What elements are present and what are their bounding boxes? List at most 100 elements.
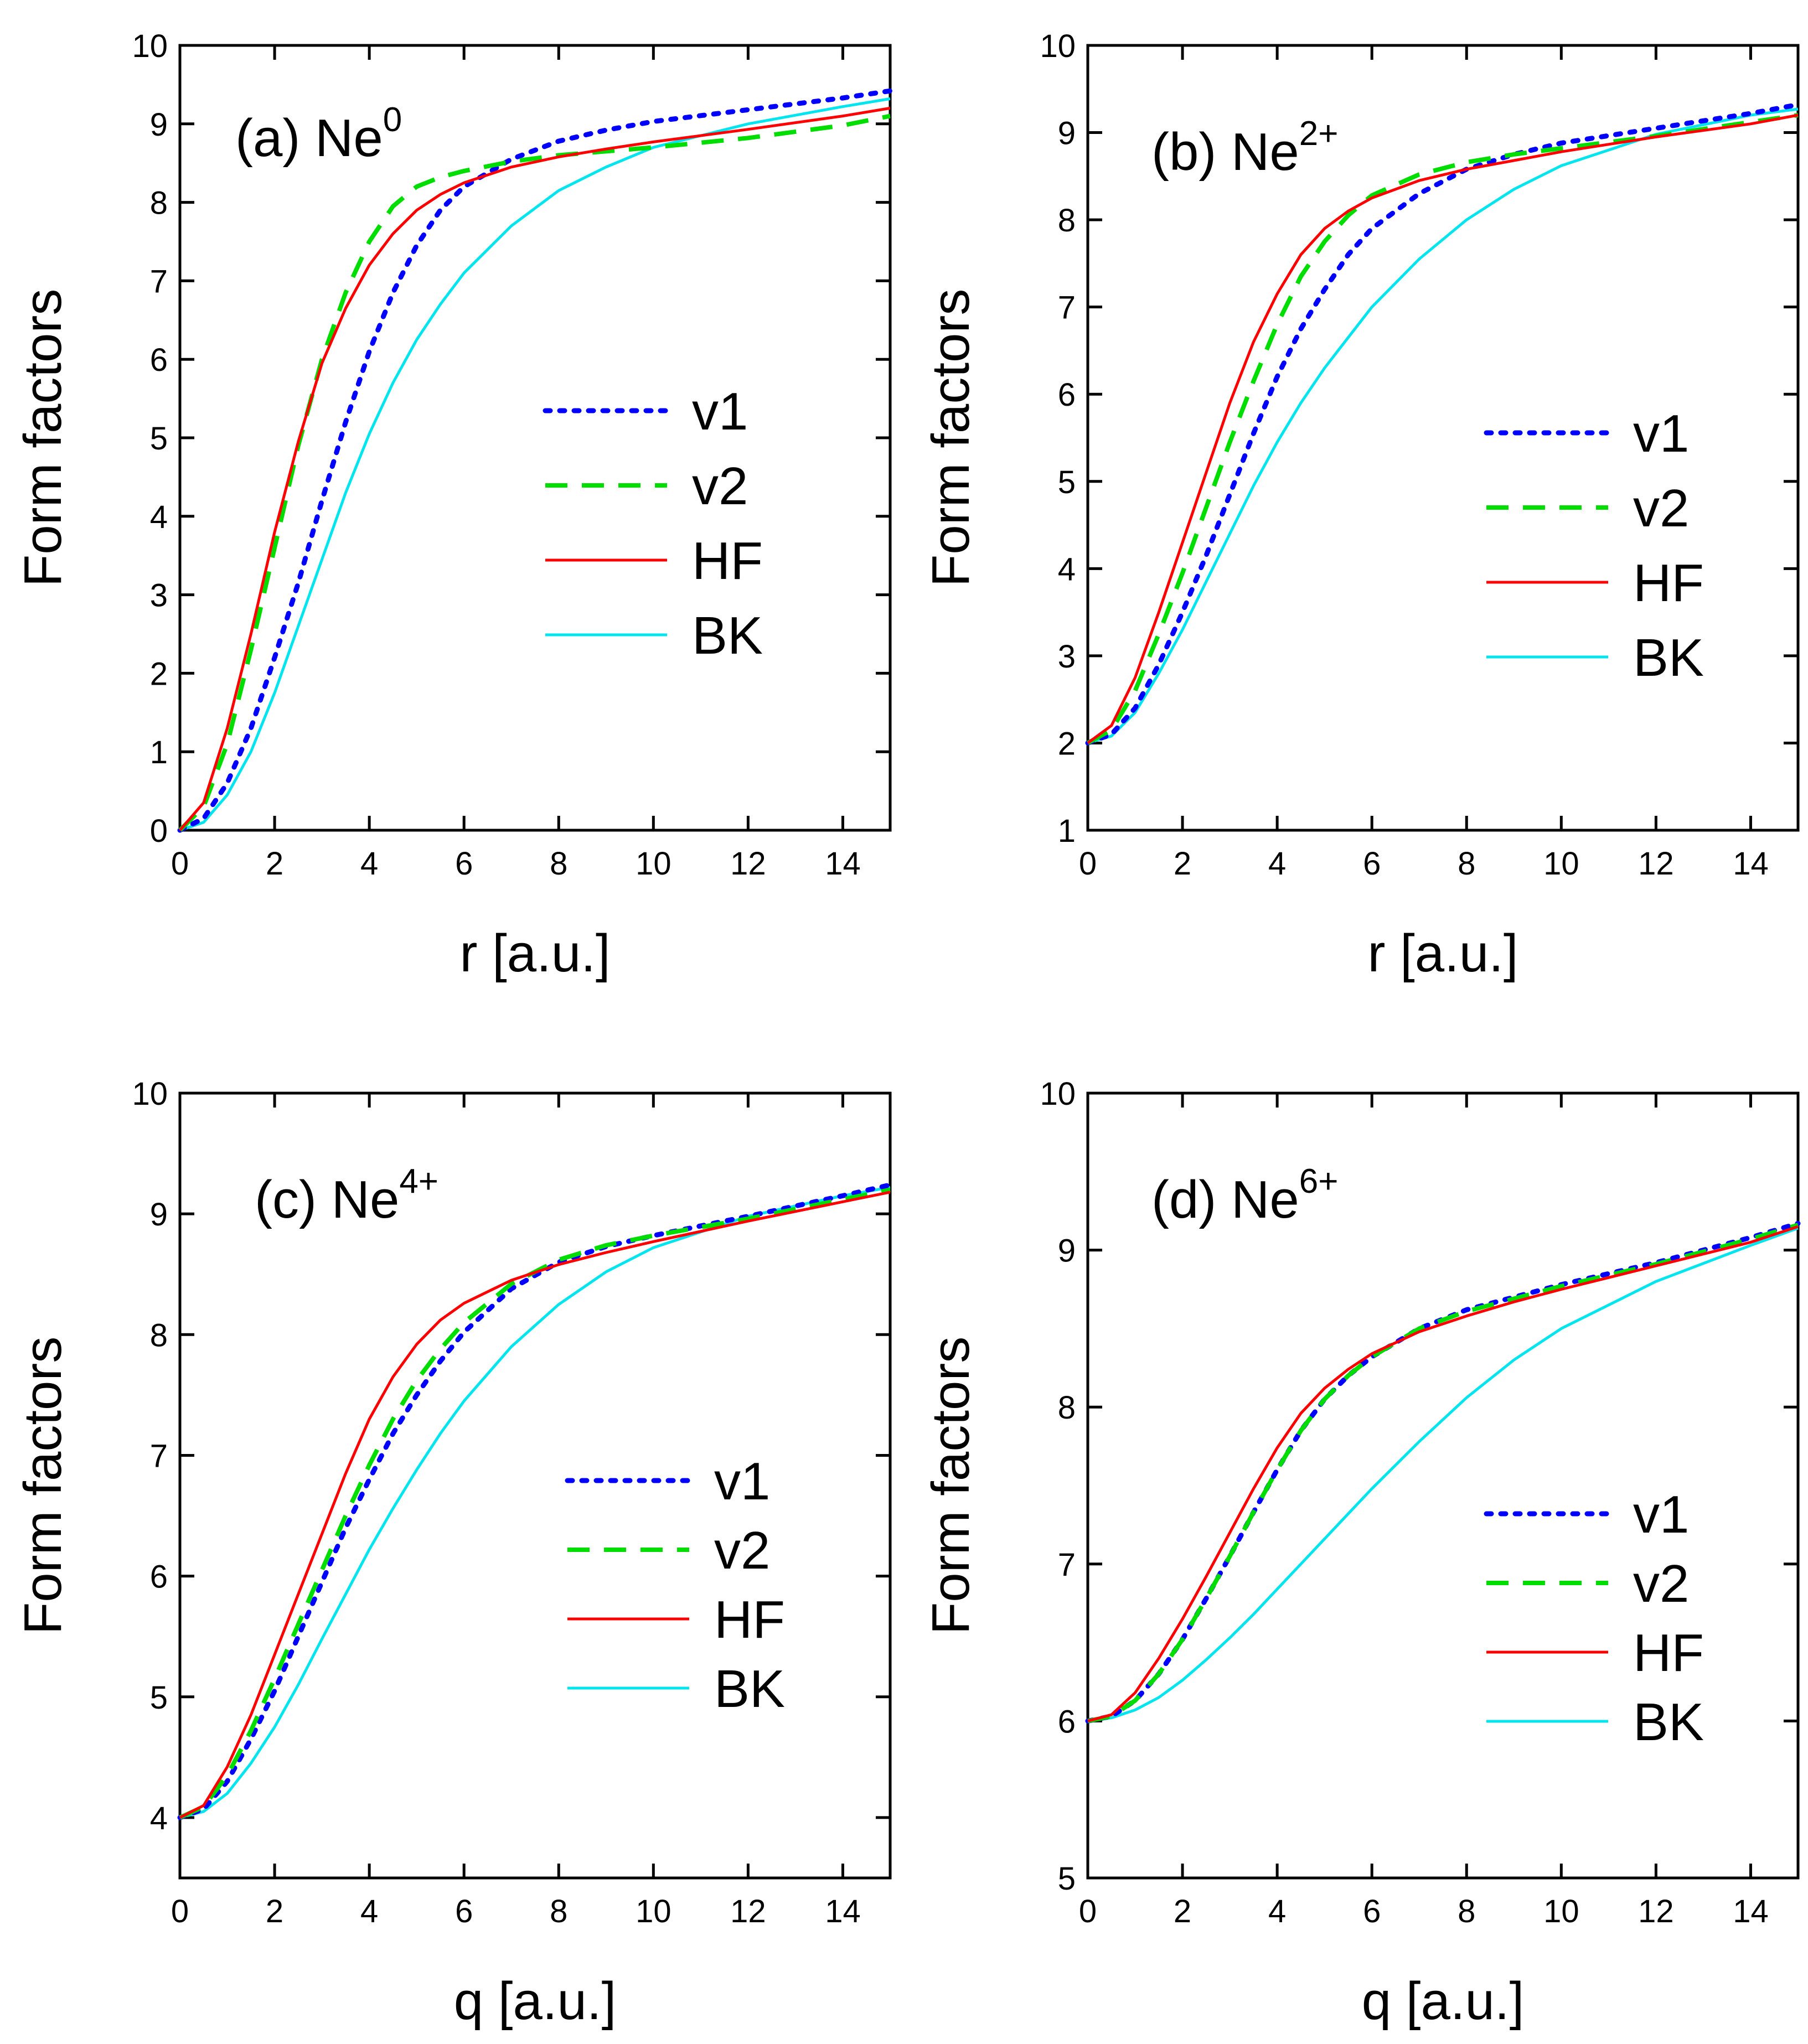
x-tick-label: 6 — [1363, 1893, 1381, 1929]
y-tick-label: 6 — [1058, 1704, 1076, 1740]
legend-label-hf: HF — [714, 1590, 785, 1649]
x-tick-label: 2 — [266, 846, 283, 882]
x-axis-label: q [a.u.] — [454, 1971, 617, 2031]
y-tick-label: 2 — [150, 656, 168, 692]
y-tick-label: 7 — [1058, 1547, 1076, 1583]
series-line-hf — [1087, 1225, 1799, 1722]
legend-label-hf: HF — [1633, 1623, 1704, 1683]
y-tick-label: 9 — [1058, 1233, 1076, 1269]
x-tick-label: 10 — [636, 1893, 671, 1929]
x-tick-label: 8 — [1458, 1893, 1475, 1929]
y-tick-label: 3 — [150, 578, 168, 614]
x-tick-label: 0 — [1079, 846, 1097, 882]
series-line-v1 — [1085, 102, 1801, 746]
y-tick-label: 10 — [132, 28, 168, 64]
y-tick-label: 7 — [150, 1438, 168, 1474]
x-tick-label: 10 — [1543, 846, 1579, 882]
ticks: 0 2 4 6 8 10 12 14 4 5 6 7 8 9 10 — [132, 1076, 890, 1929]
legend-label-bk: BK — [714, 1659, 785, 1719]
y-tick-label: 0 — [150, 813, 168, 849]
plot-frame — [178, 1091, 892, 1880]
legend-label-v2: v2 — [1633, 1554, 1689, 1613]
legend: v1 v2 HF BK — [1484, 404, 1704, 687]
legend: v1 v2 HF BK — [565, 1452, 785, 1719]
y-tick-label: 6 — [150, 342, 168, 378]
series-line-bk — [1087, 107, 1799, 744]
curves — [1085, 1220, 1801, 1724]
y-tick-label: 7 — [1058, 290, 1076, 326]
x-tick-label: 4 — [1268, 846, 1286, 882]
y-tick-label: 4 — [1058, 551, 1076, 587]
legend-label-v2: v2 — [692, 457, 748, 516]
x-tick-label: 6 — [1363, 846, 1381, 882]
y-tick-label: 10 — [132, 1076, 168, 1112]
series-line-v1 — [177, 88, 893, 833]
x-tick-label: 0 — [1079, 1893, 1097, 1929]
x-tick-label: 2 — [266, 1893, 283, 1929]
x-tick-label: 4 — [360, 1893, 378, 1929]
curves — [177, 1182, 893, 1820]
y-tick-label: 4 — [150, 1800, 168, 1836]
y-axis-label: Form factors — [921, 1337, 980, 1635]
panel-label: (b) Ne2+ — [1151, 115, 1338, 182]
series-line-hf — [1087, 113, 1799, 744]
series-line-v2 — [1087, 1223, 1799, 1724]
panel-label: (c) Ne4+ — [255, 1162, 438, 1229]
panel-d: 0 2 4 6 8 10 12 14 5 6 7 8 9 10 (d) Ne6+ q [a.u.] For… — [921, 1076, 1801, 2031]
x-tick-label: 10 — [1543, 1893, 1579, 1929]
y-tick-label: 9 — [1058, 116, 1076, 152]
series-line-v2 — [1087, 113, 1799, 745]
panel-label: (d) Ne6+ — [1151, 1162, 1338, 1229]
x-tick-label: 8 — [550, 1893, 567, 1929]
y-tick-label: 10 — [1040, 1076, 1076, 1112]
y-tick-label: 7 — [150, 263, 168, 299]
curves — [177, 88, 893, 833]
y-tick-label: 8 — [1058, 203, 1076, 239]
y-tick-label: 5 — [150, 1680, 168, 1716]
legend-label-bk: BK — [1633, 1693, 1704, 1752]
y-axis-label: Form factors — [13, 1337, 73, 1635]
x-axis-label: q [a.u.] — [1362, 1971, 1525, 2031]
x-tick-label: 4 — [360, 846, 378, 882]
legend-label-v1: v1 — [1633, 404, 1689, 463]
x-tick-label: 8 — [550, 846, 567, 882]
x-tick-label: 0 — [171, 1893, 189, 1929]
x-axis-label: r [a.u.] — [459, 924, 610, 983]
x-tick-label: 6 — [455, 1893, 473, 1929]
legend-label-v1: v1 — [1633, 1485, 1689, 1544]
y-tick-label: 8 — [150, 1317, 168, 1353]
series-line-hf — [179, 1191, 891, 1819]
plot-frame — [1086, 44, 1800, 832]
y-tick-label: 4 — [150, 499, 168, 535]
x-axis-label: r [a.u.] — [1367, 924, 1518, 983]
series-line-v2 — [179, 1187, 891, 1820]
y-tick-label: 10 — [1040, 28, 1076, 64]
y-tick-label: 2 — [1058, 726, 1076, 762]
y-tick-label: 5 — [150, 421, 168, 457]
series-line-v1 — [177, 1182, 893, 1820]
y-tick-label: 5 — [1058, 464, 1076, 500]
x-tick-label: 2 — [1174, 1893, 1191, 1929]
legend-label-bk: BK — [692, 606, 763, 665]
y-tick-label: 6 — [1058, 377, 1076, 413]
x-tick-label: 12 — [1638, 846, 1674, 882]
series-line-bk — [1087, 1227, 1799, 1722]
legend-label-v1: v1 — [714, 1452, 770, 1511]
y-tick-label: 3 — [1058, 639, 1076, 675]
x-tick-label: 10 — [636, 846, 671, 882]
y-tick-label: 9 — [150, 1197, 168, 1233]
series-line-bk — [179, 1186, 891, 1819]
x-tick-label: 12 — [730, 846, 766, 882]
legend: v1 v2 HF BK — [1484, 1485, 1704, 1752]
x-tick-label: 6 — [455, 846, 473, 882]
legend-label-hf: HF — [692, 531, 763, 591]
legend-label-bk: BK — [1633, 628, 1704, 687]
plot-frame — [1086, 1091, 1800, 1880]
legend-label-hf: HF — [1633, 553, 1704, 613]
x-tick-label: 14 — [1733, 846, 1769, 882]
x-tick-label: 14 — [825, 1893, 861, 1929]
series-line-v2 — [178, 113, 891, 832]
